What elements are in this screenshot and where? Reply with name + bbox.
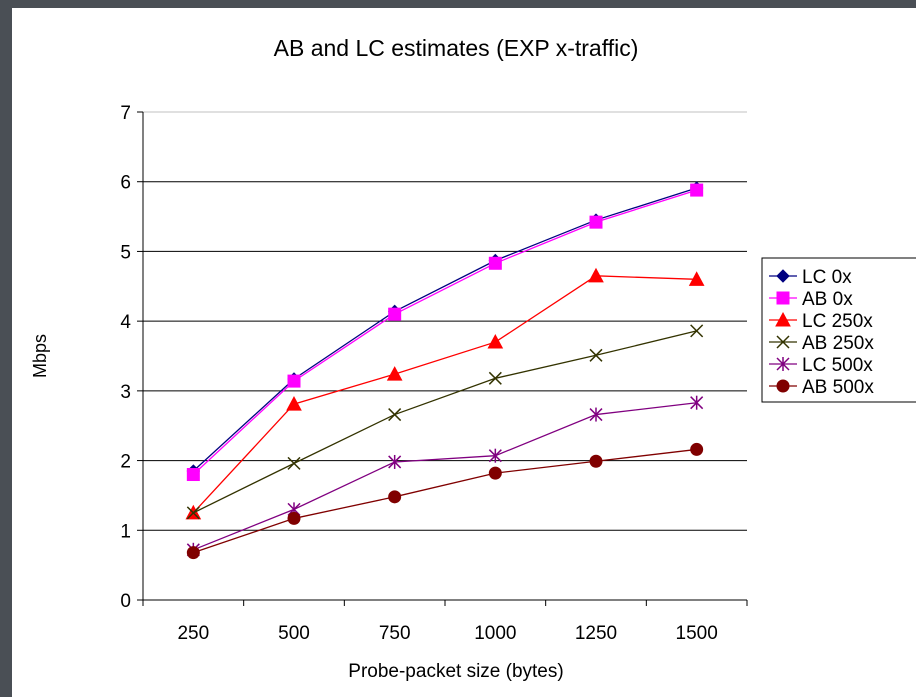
data-point: [388, 408, 402, 422]
x-tick-label: 250: [177, 623, 209, 644]
data-point: [588, 267, 604, 283]
legend-item: AB 250x: [769, 333, 874, 354]
legend-label: AB 0x: [802, 289, 853, 310]
gridlines: [143, 111, 747, 531]
y-tick-labels: 0 1 2 3 4 5 6 7: [120, 103, 131, 612]
series-line: [192, 189, 697, 475]
axes: [137, 111, 748, 606]
data-point: [186, 468, 200, 482]
series-ab-0x: [186, 183, 704, 482]
y-tick-label: 7: [120, 103, 131, 124]
plot-series: [185, 181, 705, 560]
series-line: [192, 275, 697, 514]
series-line: [192, 187, 697, 472]
legend-marker: [776, 379, 790, 393]
x-tick-label: 1500: [676, 623, 718, 644]
x-tick-label: 500: [278, 623, 310, 644]
y-axis-label: Mbps: [30, 334, 50, 378]
marker-stroke: [776, 335, 790, 349]
data-point: [287, 374, 301, 388]
data-point: [287, 456, 301, 470]
data-point: [488, 466, 502, 480]
series-line: [193, 330, 697, 514]
data-point: [589, 348, 603, 362]
y-tick-label: 0: [120, 591, 131, 612]
legend-item: LC 250x: [769, 311, 873, 332]
data-point: [690, 442, 704, 456]
marker-stroke: [287, 456, 301, 470]
series-lc-500x: [186, 395, 704, 557]
data-point: [286, 396, 302, 411]
x-tick-labels: 250 500 750 1000 1250 1500: [177, 623, 717, 644]
legend-item: LC 0x: [769, 267, 852, 288]
marker-stroke: [488, 371, 502, 385]
series-line: [193, 402, 697, 551]
legend-label: AB 250x: [802, 333, 874, 354]
data-point: [388, 307, 402, 321]
data-point: [690, 324, 704, 338]
legend-item: AB 0x: [769, 289, 853, 310]
data-point: [688, 271, 705, 286]
data-point: [186, 546, 200, 560]
series-ab-500x: [186, 442, 704, 560]
y-tick-label: 5: [120, 242, 131, 263]
legend-item: AB 500x: [769, 377, 874, 398]
data-point: [386, 366, 403, 381]
x-tick-label: 1000: [474, 623, 516, 644]
series-line: [193, 448, 697, 554]
y-tick-label: 4: [120, 312, 131, 333]
marker-stroke: [690, 324, 704, 338]
y-tick-label: 6: [120, 173, 131, 194]
chart-panel: AB and LC estimates (EXP x-traffic) Mbps…: [12, 8, 916, 697]
y-tick-label: 1: [120, 521, 131, 542]
legend-label: LC 250x: [802, 311, 873, 332]
marker-stroke: [186, 506, 200, 520]
data-point: [487, 334, 504, 349]
legend-marker: [776, 291, 790, 305]
chart-title: AB and LC estimates (EXP x-traffic): [274, 35, 639, 61]
series-lc-0x: [186, 181, 704, 478]
legend-label: AB 500x: [802, 377, 874, 398]
legend-label: LC 0x: [802, 267, 852, 288]
x-tick-label: 750: [379, 623, 411, 644]
legend-marker: [776, 269, 790, 283]
legend-marker: [775, 311, 791, 327]
marker-stroke: [589, 348, 603, 362]
data-point: [690, 395, 704, 410]
legend-marker: [776, 357, 790, 371]
legend-box: [761, 257, 916, 403]
legend-item: LC 500x: [769, 355, 873, 376]
data-point: [186, 506, 200, 520]
y-tick-label: 2: [120, 452, 131, 473]
y-tick-label: 3: [120, 382, 131, 403]
data-point: [690, 183, 704, 197]
x-tick-label: 1250: [575, 623, 617, 644]
data-point: [589, 215, 603, 229]
marker-stroke: [388, 408, 402, 422]
legend-label: LC 500x: [802, 355, 873, 376]
data-point: [488, 371, 502, 385]
line-chart: AB and LC estimates (EXP x-traffic) Mbps…: [30, 35, 916, 682]
data-point: [589, 454, 603, 468]
legend-marker: [776, 335, 790, 349]
data-point: [388, 454, 402, 469]
data-point: [488, 448, 502, 463]
data-point: [589, 407, 603, 422]
series-lc-250x: [185, 267, 705, 520]
series-ab-250x: [186, 324, 704, 520]
x-axis-label: Probe-packet size (bytes): [348, 661, 563, 682]
data-point: [388, 490, 402, 504]
data-point: [287, 511, 301, 525]
data-point: [488, 256, 502, 270]
